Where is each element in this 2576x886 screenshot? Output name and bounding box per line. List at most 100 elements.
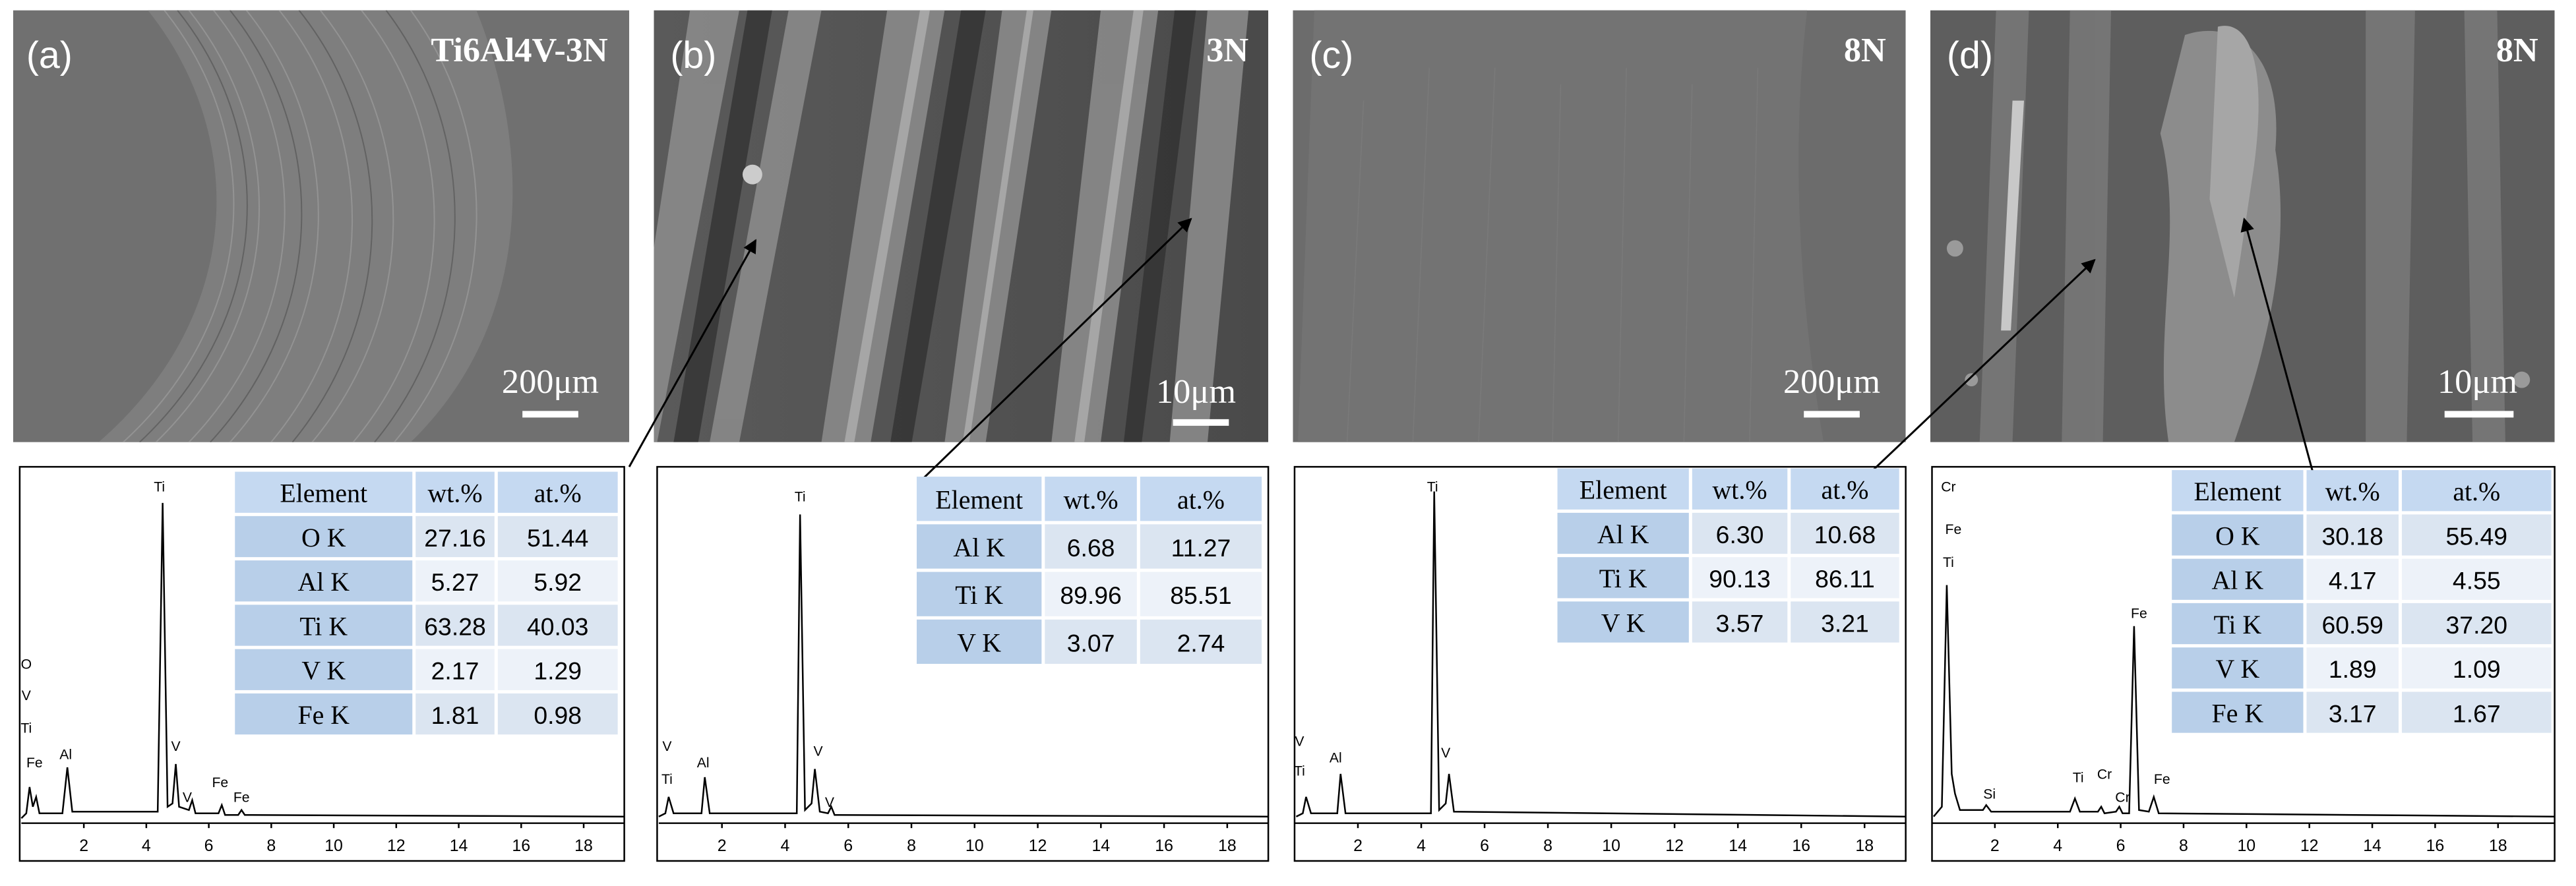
table-value: 1.29 — [534, 657, 582, 685]
table-header: at.% — [2453, 477, 2500, 506]
table-cell — [1140, 572, 1262, 616]
peak-label: Al — [59, 748, 72, 763]
table-value: Fe K — [297, 700, 350, 730]
table-cell — [1557, 601, 1689, 643]
table-value: 5.92 — [534, 568, 582, 596]
peak-label: V — [662, 739, 672, 754]
table-header: Element — [2193, 477, 2281, 506]
peak-label: Fe — [233, 790, 250, 805]
spectrum-panel: 2 4 6 8 10 12 14 16 18 Ti O V Ti Fe Al V V Fe Fe — [20, 479, 625, 855]
x-tick-label: 6 — [843, 837, 853, 855]
table-value: Ti K — [2213, 610, 2261, 639]
table-value: Al K — [953, 533, 1005, 562]
table-value: 3.17 — [2329, 699, 2377, 727]
table-cell — [1045, 524, 1137, 569]
table-cell — [1557, 512, 1689, 554]
x-tick-label: 12 — [1665, 837, 1684, 855]
x-tick-label: 4 — [1417, 837, 1426, 855]
table-value: Al K — [2212, 566, 2264, 595]
table-cell — [917, 619, 1042, 664]
table-cell — [415, 471, 495, 513]
x-tick-label: 2 — [1353, 837, 1363, 855]
table-header: wt.% — [1713, 475, 1767, 505]
peak-label: Cr — [2097, 767, 2112, 782]
peak-label: V — [22, 688, 32, 703]
peak-label: Cr — [2115, 790, 2130, 805]
x-tick-label: 10 — [966, 837, 984, 855]
peak-label: Ti — [154, 479, 165, 494]
x-tick-label: 18 — [1855, 837, 1874, 855]
table-cell — [917, 572, 1042, 616]
table-value: Ti K — [299, 611, 348, 641]
panel-title: 3N — [1206, 31, 1248, 69]
panel-label: (a) — [26, 34, 73, 76]
table-cell — [2401, 558, 2552, 600]
table-cell — [1045, 572, 1137, 616]
table-cell — [1140, 524, 1262, 569]
table-value: 10.68 — [1814, 521, 1876, 548]
x-tick-label: 16 — [1792, 837, 1810, 855]
table-value: Fe K — [2212, 698, 2264, 728]
spectrum-panel: 2 4 6 8 10 12 14 16 18 Ti V Ti Al V V — [658, 489, 1269, 855]
spectrum-frame — [1293, 465, 1907, 862]
x-tick-label: 14 — [2363, 837, 2381, 855]
spectrum-frames — [18, 465, 2556, 862]
table-cell — [2401, 647, 2552, 689]
x-tick-label: 18 — [574, 837, 593, 855]
table-cell — [235, 649, 413, 690]
arrow — [628, 239, 757, 467]
spectra — [20, 491, 2555, 819]
table-value: 1.89 — [2329, 655, 2377, 683]
table-value: 1.81 — [431, 701, 479, 729]
sem-image — [1293, 10, 1906, 442]
peak-label: Ti — [20, 721, 32, 736]
table-value: 11.27 — [1171, 534, 1231, 562]
peak-label: V — [813, 744, 823, 759]
x-tick-label: 8 — [2179, 837, 2188, 855]
table-value: V K — [1601, 608, 1645, 637]
panel-title: 8N — [2496, 31, 2538, 69]
table-cell — [917, 477, 1042, 521]
table-value: 40.03 — [527, 612, 589, 640]
table-value: 89.96 — [1060, 581, 1122, 609]
table-header: Element — [1579, 475, 1667, 505]
table-value: O K — [2215, 521, 2260, 550]
table-cell — [2401, 514, 2552, 556]
spectrum — [658, 514, 1269, 817]
eds-table: Element wt.% at.% O K 30.18 55.49 Al K 4.17 4.55… — [2172, 470, 2552, 733]
peak-label: V — [171, 739, 181, 754]
table-cell — [2306, 558, 2399, 600]
peak-label: O — [21, 657, 32, 672]
peak-label: Ti — [1427, 479, 1438, 494]
table-cell — [1557, 557, 1689, 599]
table-cell — [1557, 468, 1689, 510]
panel-label: (c) — [1309, 34, 1353, 76]
table-header: wt.% — [428, 479, 483, 508]
table-value: 1.09 — [2453, 655, 2501, 683]
table-cell — [2306, 514, 2399, 556]
table-value: Al K — [1597, 519, 1649, 549]
table-value: 51.44 — [527, 524, 589, 552]
table-cell — [1791, 601, 1899, 643]
x-tick-label: 12 — [1029, 837, 1047, 855]
panel-title: Ti6Al4V-3N — [431, 31, 608, 69]
table-value: 63.28 — [424, 612, 486, 640]
arrows — [628, 217, 2314, 483]
table-cell — [1791, 557, 1899, 599]
table-value: 30.18 — [2321, 522, 2383, 550]
table-value: 55.49 — [2446, 522, 2508, 550]
x-tick-label: 10 — [1602, 837, 1620, 855]
table-value: Ti K — [1599, 564, 1647, 593]
table-cell — [415, 605, 495, 646]
table-value: Al K — [297, 567, 350, 597]
table-value: 6.30 — [1716, 521, 1764, 548]
spectrum — [1933, 585, 2555, 817]
eds-table: Element wt.% at.% Al K 6.30 10.68 Ti K 90.13 86.… — [1557, 468, 1899, 643]
table-cell — [1692, 512, 1788, 554]
table-cell — [2172, 470, 2304, 512]
peak-label: Al — [1330, 751, 1342, 766]
x-tick-label: 10 — [324, 837, 343, 855]
table-value: 86.11 — [1815, 565, 1875, 593]
